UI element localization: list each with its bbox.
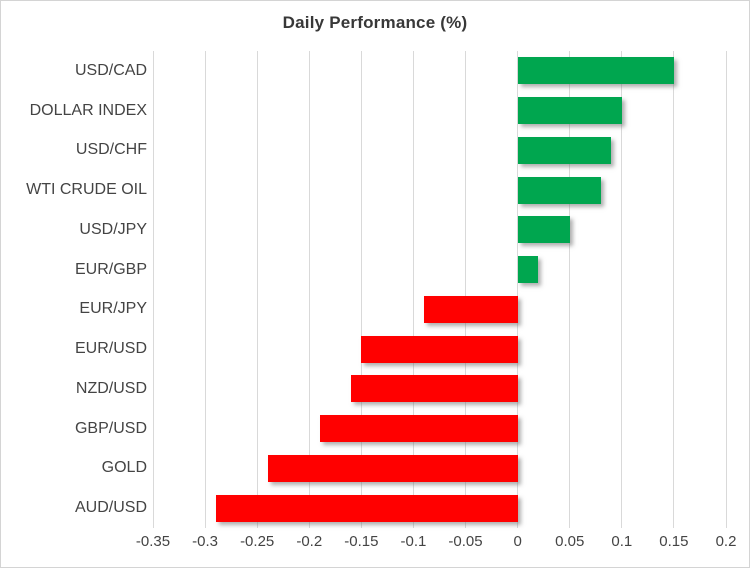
category-label-usd-jpy: USD/JPY [79,220,147,238]
x-tick-label: -0.3 [192,533,218,550]
category-label-gold: GOLD [101,459,147,477]
x-tick-label: -0.05 [448,533,483,550]
chart-title: Daily Performance (%) [282,13,468,32]
x-tick-label: 0 [513,533,522,550]
x-tick-label: 0.05 [555,533,585,550]
bar-eur-usd [361,335,518,363]
bar-gbp-usd [319,415,518,443]
category-label-eur-gbp: EUR/GBP [74,260,147,278]
bar-eur-gbp [517,256,539,284]
category-label-aud-usd: AUD/USD [74,499,147,517]
category-label-wti-crude-oil: WTI CRUDE OIL [26,181,147,199]
bar-usd-cad [517,57,674,85]
x-tick-label: 0.15 [659,533,689,550]
gridline [465,51,467,528]
bar-nzd-usd [350,375,518,403]
gridline [152,51,154,528]
category-label-usd-cad: USD/CAD [74,61,147,79]
x-tick-label: -0.25 [240,533,275,550]
bar-usd-jpy [517,216,570,244]
x-tick-label: -0.2 [296,533,323,550]
gridline [360,51,362,528]
gridline [412,51,414,528]
gridline [517,51,519,528]
bar-aud-usd [215,494,518,522]
gridline [621,51,623,528]
bar-usd-chf [517,136,612,164]
gridline [204,51,206,528]
x-tick-label: -0.15 [344,533,379,550]
bar-wti-crude-oil [517,176,601,204]
bar-gold [267,454,518,482]
category-label-eur-jpy: EUR/JPY [79,300,147,318]
gridline [673,51,675,528]
bar-dollar-index [517,97,622,125]
category-label-dollar-index: DOLLAR INDEX [29,101,147,119]
category-label-gbp-usd: GBP/USD [74,419,147,437]
x-tick-label: -0.35 [135,533,171,550]
gridline [569,51,571,528]
gridline [725,51,727,528]
x-tick-label: -0.1 [400,533,427,550]
x-tick-label: 0.2 [715,533,737,550]
bar-eur-jpy [423,295,518,323]
category-label-usd-chf: USD/CHF [75,141,147,159]
category-label-eur-usd: EUR/USD [74,340,147,358]
x-tick-label: 0.1 [611,533,633,550]
gridline [308,51,310,528]
category-label-nzd-usd: NZD/USD [75,379,147,397]
gridline [256,51,258,528]
